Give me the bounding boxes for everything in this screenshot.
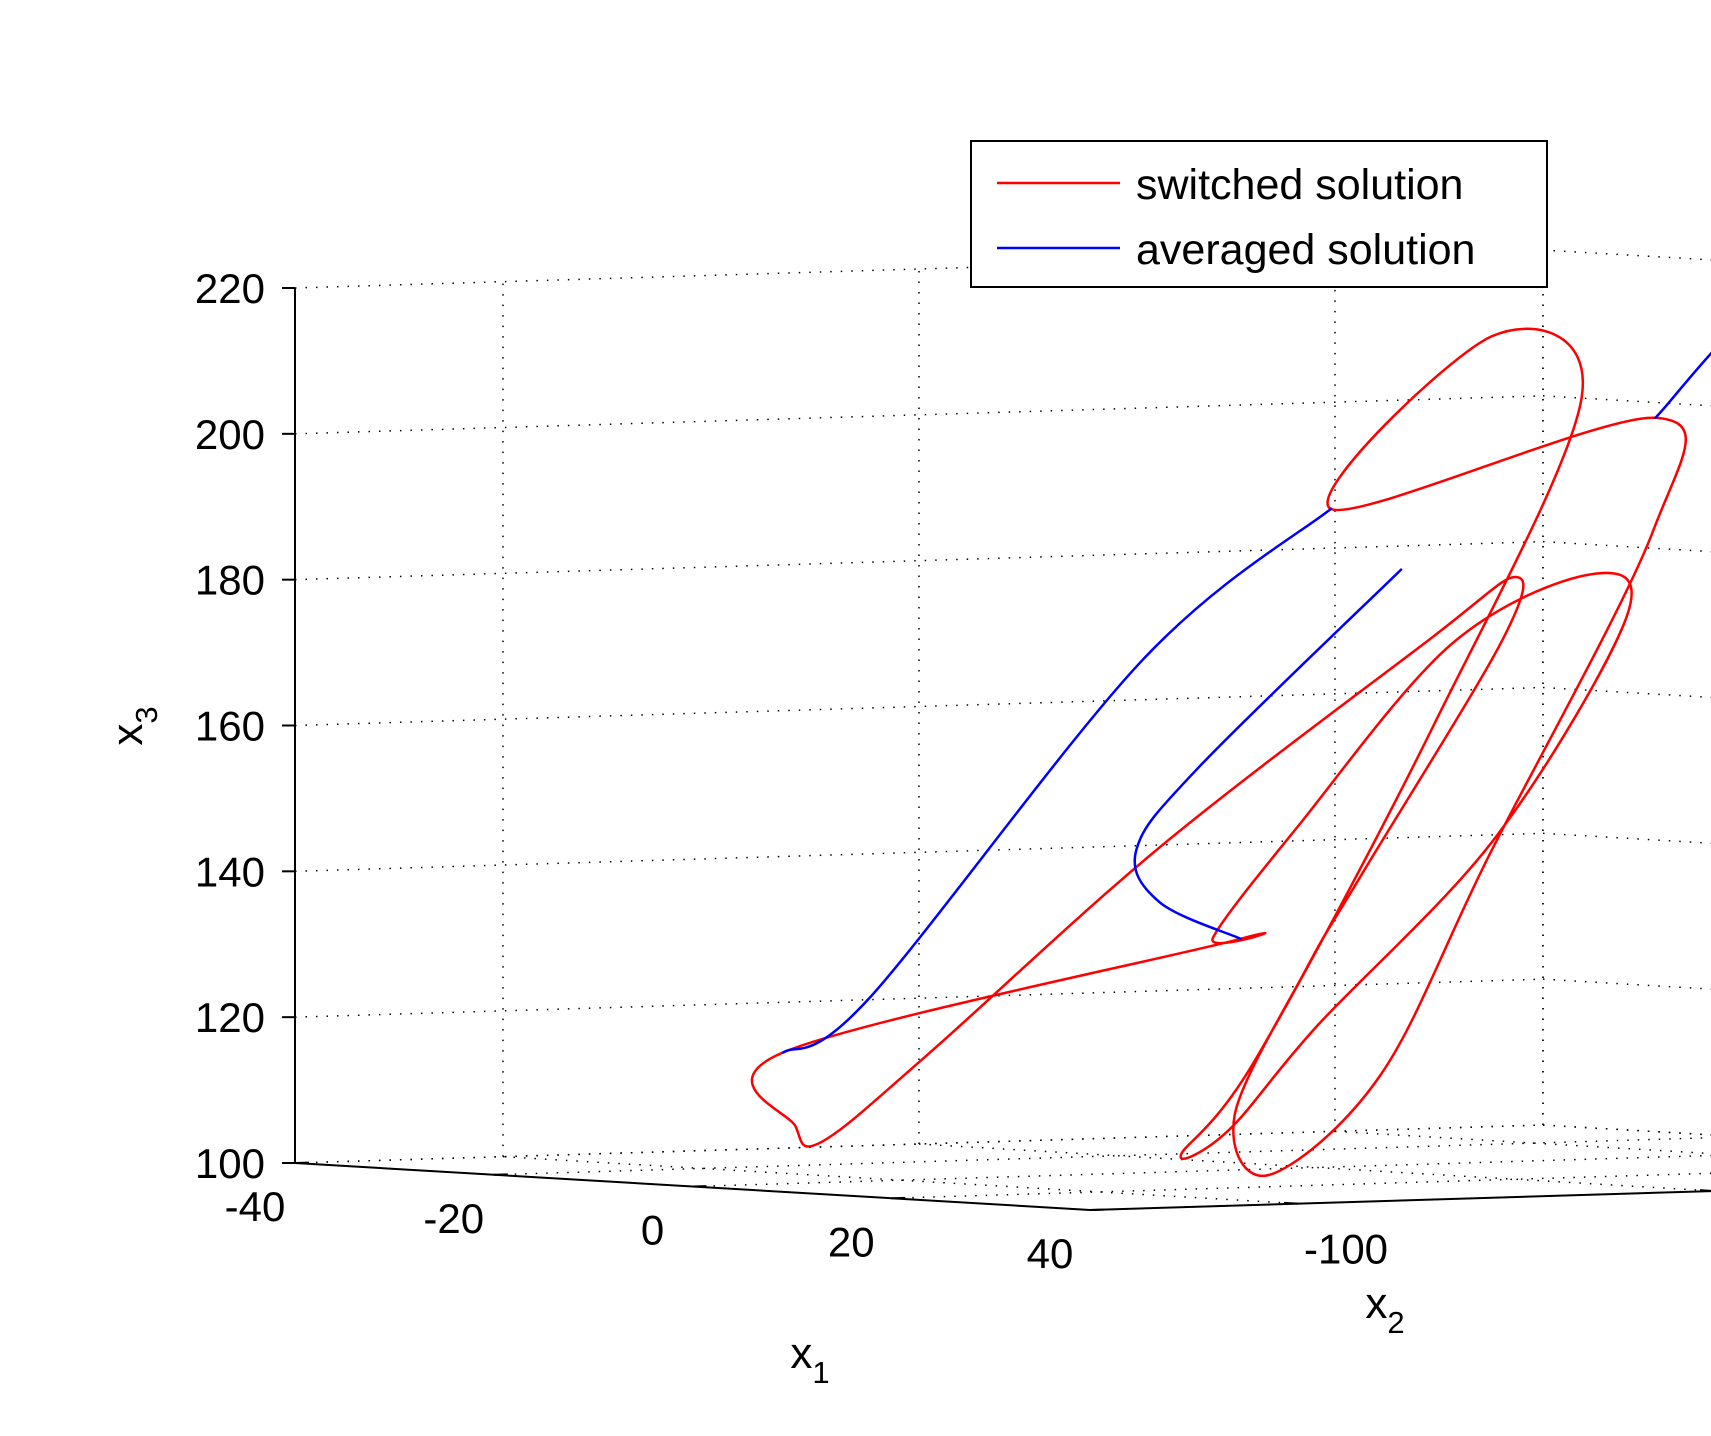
z-tick-label: 180 xyxy=(195,557,265,604)
legend: switched solution averaged solution xyxy=(970,140,1548,288)
legend-label-averaged: averaged solution xyxy=(1136,226,1475,274)
grid-line-wall-z xyxy=(294,540,1544,581)
grid-line-wall-z xyxy=(294,686,1544,727)
plot-series xyxy=(750,327,1711,1178)
z-tick-label: 140 xyxy=(195,848,265,895)
grid-line-floor-x xyxy=(493,1136,1711,1176)
z-tick-label: 160 xyxy=(195,703,265,750)
x-tick-label: -40 xyxy=(225,1183,286,1230)
series-line-averaged xyxy=(781,507,1333,1054)
x-tick-label: 0 xyxy=(641,1207,664,1254)
grid-line-wall-z xyxy=(294,395,1544,435)
z-tick-label: 100 xyxy=(195,1140,265,1187)
grid-line-wall-z xyxy=(294,978,1544,1018)
z-tick-label: 120 xyxy=(195,994,265,1041)
y-axis-label: x2 xyxy=(1365,1279,1404,1340)
x-tick-label: -20 xyxy=(423,1195,484,1242)
y-tick xyxy=(1699,1189,1711,1192)
grid-line-wall-z xyxy=(294,832,1544,873)
x-tick-label: 40 xyxy=(1027,1230,1074,1277)
x-axis-label: x1 xyxy=(790,1329,829,1390)
x-tick-label: 20 xyxy=(828,1218,875,1265)
y-tick-label: -100 xyxy=(1304,1226,1388,1273)
z-tick-label: 200 xyxy=(195,411,265,458)
series-line-averaged xyxy=(1133,568,1403,941)
legend-box xyxy=(970,140,1548,288)
z-axis-label: x3 xyxy=(103,706,164,745)
tick-marks xyxy=(282,287,1711,1211)
y-tick xyxy=(1283,1201,1299,1205)
z-tick-label: 220 xyxy=(195,265,265,312)
legend-label-switched: switched solution xyxy=(1136,161,1463,209)
